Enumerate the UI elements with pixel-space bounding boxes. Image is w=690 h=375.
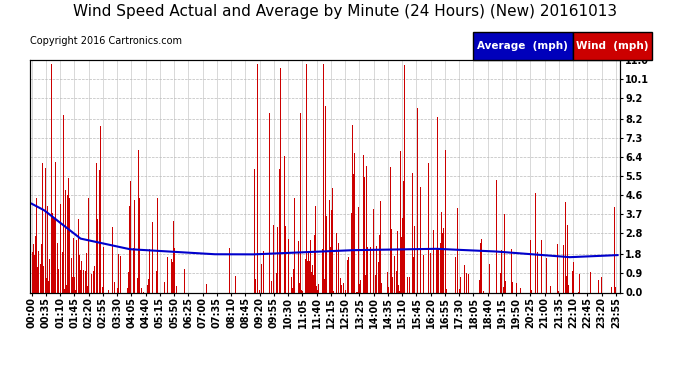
Text: Wind Speed Actual and Average by Minute (24 Hours) (New) 20161013: Wind Speed Actual and Average by Minute … xyxy=(73,4,617,19)
Text: Average  (mph): Average (mph) xyxy=(477,41,568,51)
Text: Copyright 2016 Cartronics.com: Copyright 2016 Cartronics.com xyxy=(30,36,181,46)
Text: Wind  (mph): Wind (mph) xyxy=(576,41,649,51)
